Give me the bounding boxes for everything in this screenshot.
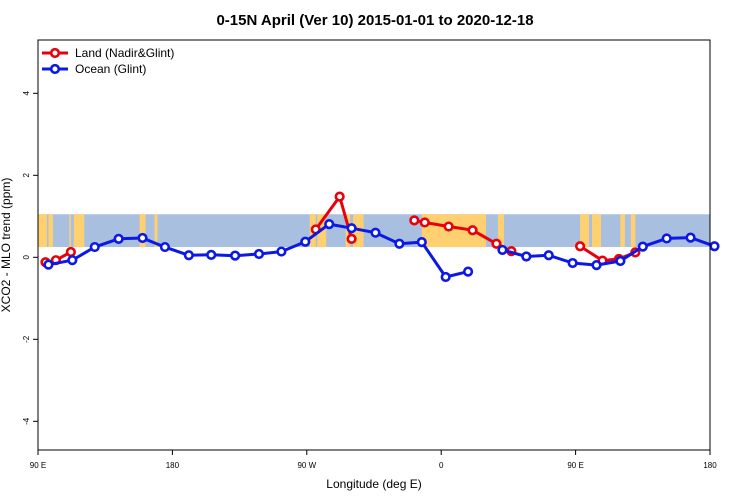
ocean-data-point [685, 232, 696, 243]
y-axis-label: XCO2 - MLO trend (ppm) [0, 178, 13, 313]
continent-shape [73, 214, 85, 248]
ocean-data-point [416, 237, 427, 248]
land-data-point [419, 217, 430, 228]
legend-label: Land (Nadir&Glint) [75, 46, 174, 60]
ocean-data-point [67, 255, 78, 266]
land-data-point [491, 238, 502, 249]
ocean-data-point [346, 223, 357, 234]
ocean-data-point [543, 250, 554, 261]
ocean-data-point [137, 232, 148, 244]
y-tick-label: 2 [22, 173, 31, 178]
ocean-data-point [637, 241, 648, 252]
land-data-point [346, 233, 357, 244]
legend-swatch-marker [49, 47, 61, 59]
ocean-data-point [567, 257, 578, 269]
ocean-data-point [394, 238, 405, 249]
x-tick-label: 0 [439, 461, 444, 470]
plot-frame [37, 39, 711, 451]
legend-label: Ocean (Glint) [75, 62, 146, 76]
ocean-data-point [709, 241, 720, 252]
plot-area [37, 39, 720, 451]
ocean-data-point [159, 241, 171, 253]
ocean-data-point [43, 259, 54, 270]
legend: Land (Nadir&Glint) Ocean (Glint) [42, 46, 174, 76]
continent-shape [48, 214, 53, 248]
continent-shape [620, 214, 625, 248]
land-data-point [334, 191, 345, 202]
ocean-data-point [497, 244, 508, 256]
y-axis: -4 -2 0 2 4 [22, 91, 38, 425]
ocean-data-point [89, 241, 100, 253]
ocean-data-point [253, 248, 265, 260]
land-data-point [409, 215, 420, 226]
ocean-series-line [502, 236, 716, 267]
ocean-data-point [661, 233, 672, 244]
x-axis: 90 E 180 90 W 0 90 E 180 [30, 450, 717, 470]
continent-shape [154, 214, 158, 248]
continent-shape [69, 214, 71, 248]
ocean-data-point [370, 227, 381, 238]
chart-title: 0-15N April (Ver 10) 2015-01-01 to 2020-… [216, 12, 533, 29]
continent-shape [580, 214, 590, 248]
ocean-data-point [206, 249, 217, 260]
continent-shape [38, 214, 47, 248]
series-layer [40, 191, 720, 283]
ocean-data-point [324, 218, 335, 230]
land-data-point [65, 246, 76, 258]
x-tick-label: 90 W [297, 461, 316, 470]
x-tick-label: 180 [703, 461, 717, 470]
land-data-point [574, 241, 586, 252]
continent-shape [592, 214, 601, 248]
ocean-data-point [230, 250, 241, 261]
land-data-point [467, 225, 478, 236]
x-tick-label: 180 [166, 461, 180, 470]
x-tick-label: 90 E [30, 461, 46, 470]
y-tick-label: 4 [22, 91, 31, 96]
x-axis-label: Longitude (deg E) [326, 477, 421, 491]
land-data-point [443, 221, 454, 232]
ocean-data-point [440, 271, 451, 283]
continent-shape [630, 214, 636, 248]
ocean-data-point [591, 259, 602, 271]
legend-swatch-marker [49, 63, 61, 75]
ocean-data-point [521, 251, 532, 262]
ocean-data-point [615, 255, 626, 267]
ocean-data-point [113, 233, 124, 244]
continent-shape [497, 214, 504, 248]
continent-shape [139, 214, 146, 248]
x-tick-label: 90 E [567, 461, 583, 470]
ocean-data-point [462, 266, 474, 277]
ocean-data-point [276, 246, 287, 257]
y-tick-label: 0 [22, 255, 31, 260]
y-tick-label: -2 [22, 335, 31, 343]
ocean-data-point [300, 236, 311, 247]
ocean-data-point [183, 250, 194, 261]
y-tick-label: -4 [22, 417, 31, 425]
